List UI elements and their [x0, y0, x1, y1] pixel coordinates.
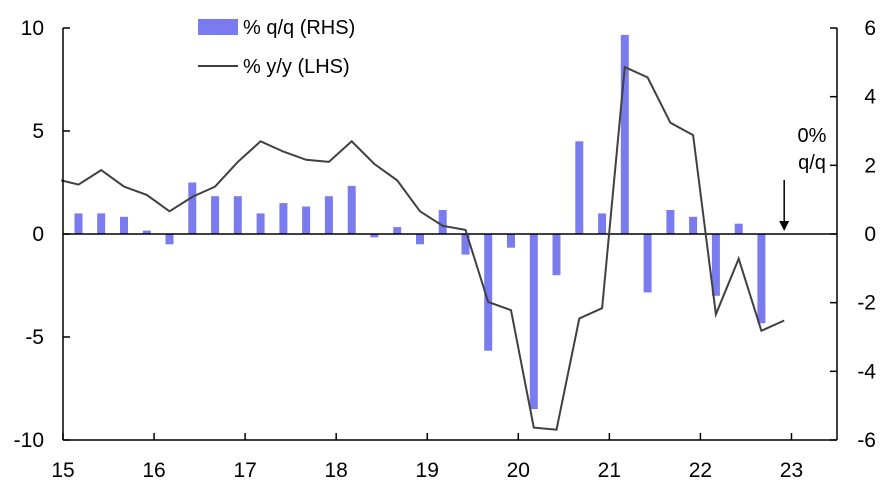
bar-qq: [598, 213, 607, 234]
bar-qq: [347, 185, 356, 234]
x-tick-label: 23: [780, 459, 803, 482]
right-tick-label: 2: [864, 154, 876, 177]
legend: % q/q (RHS) % y/y (LHS): [198, 17, 355, 78]
right-tick-label: -4: [857, 360, 876, 383]
right-axis-ticks: 6 4 2 0 -2 -4 -6: [830, 17, 876, 452]
bar-qq: [620, 34, 629, 235]
left-tick-label: 5: [32, 120, 44, 143]
right-tick-label: 6: [864, 17, 876, 40]
bar-qq: [438, 210, 447, 234]
bar-qq: [757, 234, 766, 324]
bar-qq: [575, 141, 584, 234]
left-tick-label: -10: [14, 429, 44, 452]
right-tick-label: -2: [857, 292, 876, 315]
legend-bar-label: % q/q (RHS): [243, 17, 355, 39]
bar-qq: [529, 234, 538, 410]
legend-line-label: % y/y (LHS): [243, 56, 350, 78]
bar-qq: [279, 203, 288, 234]
left-axis-ticks: 10 5 0 -5 -10: [14, 17, 70, 452]
right-tick-label: -6: [857, 429, 876, 452]
bar-qq: [97, 213, 106, 234]
left-tick-label: 0: [32, 223, 44, 246]
bar-qq: [120, 216, 128, 234]
bar-qq: [211, 196, 220, 234]
x-tick-label: 16: [142, 459, 165, 482]
bar-qq: [666, 210, 675, 234]
annotation-line2: q/q: [798, 152, 826, 174]
bar-qq: [393, 227, 402, 234]
x-axis-ticks: 15 16 17 18 19 20 21 22 23: [51, 433, 803, 482]
x-tick-label: 18: [324, 459, 347, 482]
bar-qq: [507, 234, 515, 248]
bar-qq: [142, 230, 151, 234]
x-tick-label: 15: [51, 459, 74, 482]
bar-series-qq: [74, 34, 766, 410]
bar-qq: [233, 196, 242, 234]
left-tick-label: 10: [21, 17, 44, 40]
x-tick-label: 20: [507, 459, 530, 482]
x-tick-label: 21: [598, 459, 621, 482]
right-tick-label: 4: [864, 86, 876, 109]
bar-qq: [734, 223, 743, 234]
bar-qq: [324, 196, 333, 234]
bar-qq: [461, 234, 470, 255]
annotation-zero-qq: 0% q/q: [779, 125, 827, 231]
bar-qq: [689, 216, 698, 234]
bar-qq: [711, 234, 720, 296]
legend-bar-swatch: [198, 19, 238, 35]
x-tick-label: 19: [416, 459, 439, 482]
annotation-arrow-head: [779, 221, 790, 231]
annotation-line1: 0%: [798, 125, 827, 147]
line-series-yy: [60, 65, 785, 431]
bar-qq: [256, 213, 265, 234]
bar-qq: [416, 234, 424, 245]
bar-qq: [484, 234, 493, 351]
bar-qq: [302, 206, 311, 234]
bar-qq: [188, 182, 197, 234]
bar-qq: [643, 234, 652, 293]
x-tick-label: 22: [689, 459, 712, 482]
bar-qq: [165, 234, 174, 245]
bar-qq: [74, 213, 83, 234]
bar-qq: [552, 234, 561, 276]
right-tick-label: 0: [864, 223, 876, 246]
x-tick-label: 17: [233, 459, 256, 482]
bar-qq: [370, 234, 379, 238]
left-tick-label: -5: [25, 326, 44, 349]
